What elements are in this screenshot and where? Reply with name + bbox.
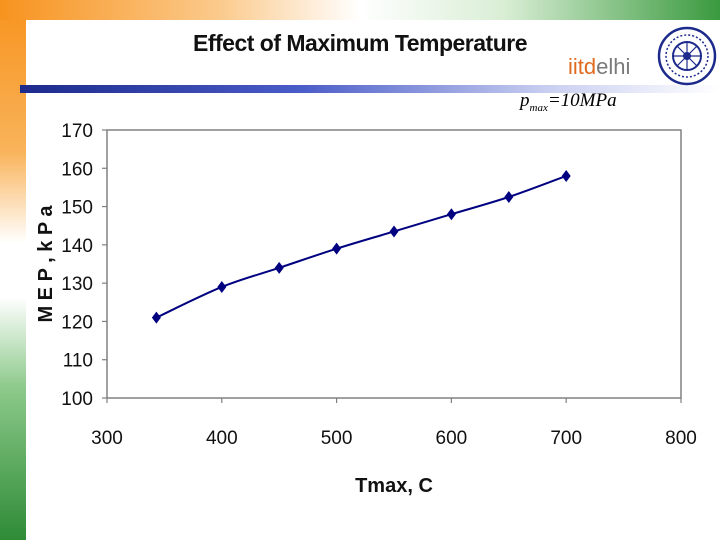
data-point-marker (561, 169, 571, 182)
data-point-marker (389, 225, 399, 238)
y-axis: 100 110 120 130 140 150 160 170 (61, 121, 107, 410)
header-bar (20, 85, 720, 93)
y-tick-label: 160 (61, 159, 93, 180)
x-tick-label: 700 (550, 428, 582, 449)
data-point-marker (504, 191, 514, 203)
x-axis: 300 400 500 600 700 800 (91, 398, 697, 449)
iit-delhi-seal-icon (657, 26, 717, 86)
plot-area (106, 129, 682, 399)
x-tick-label: 400 (206, 428, 238, 449)
y-tick-label: 120 (61, 312, 93, 333)
flag-stripe-top (0, 0, 720, 20)
slide-title: Effect of Maximum Temperature (193, 30, 527, 56)
x-tick-label: 800 (665, 428, 697, 449)
data-point-marker (446, 208, 456, 221)
data-point-marker (332, 242, 342, 255)
iitdelhi-logo-text: iitdelhi (568, 54, 631, 79)
x-axis-title: Tmax, C (355, 475, 433, 497)
data-point-marker (274, 261, 284, 274)
data-point-marker (217, 280, 227, 293)
y-tick-label: 100 (61, 389, 93, 410)
series-markers (151, 169, 571, 324)
x-tick-label: 500 (321, 428, 353, 449)
y-tick-label: 110 (63, 351, 93, 372)
y-tick-label: 170 (61, 121, 93, 142)
pmax-annotation: pmax=10MPa (520, 90, 617, 114)
y-tick-label: 140 (61, 236, 93, 257)
data-point-marker (151, 311, 161, 324)
y-tick-label: 130 (61, 274, 93, 295)
x-tick-label: 300 (91, 428, 123, 449)
y-axis-title: M E P , k P a (35, 205, 57, 323)
x-tick-label: 600 (436, 428, 468, 449)
y-tick-label: 150 (61, 198, 93, 219)
